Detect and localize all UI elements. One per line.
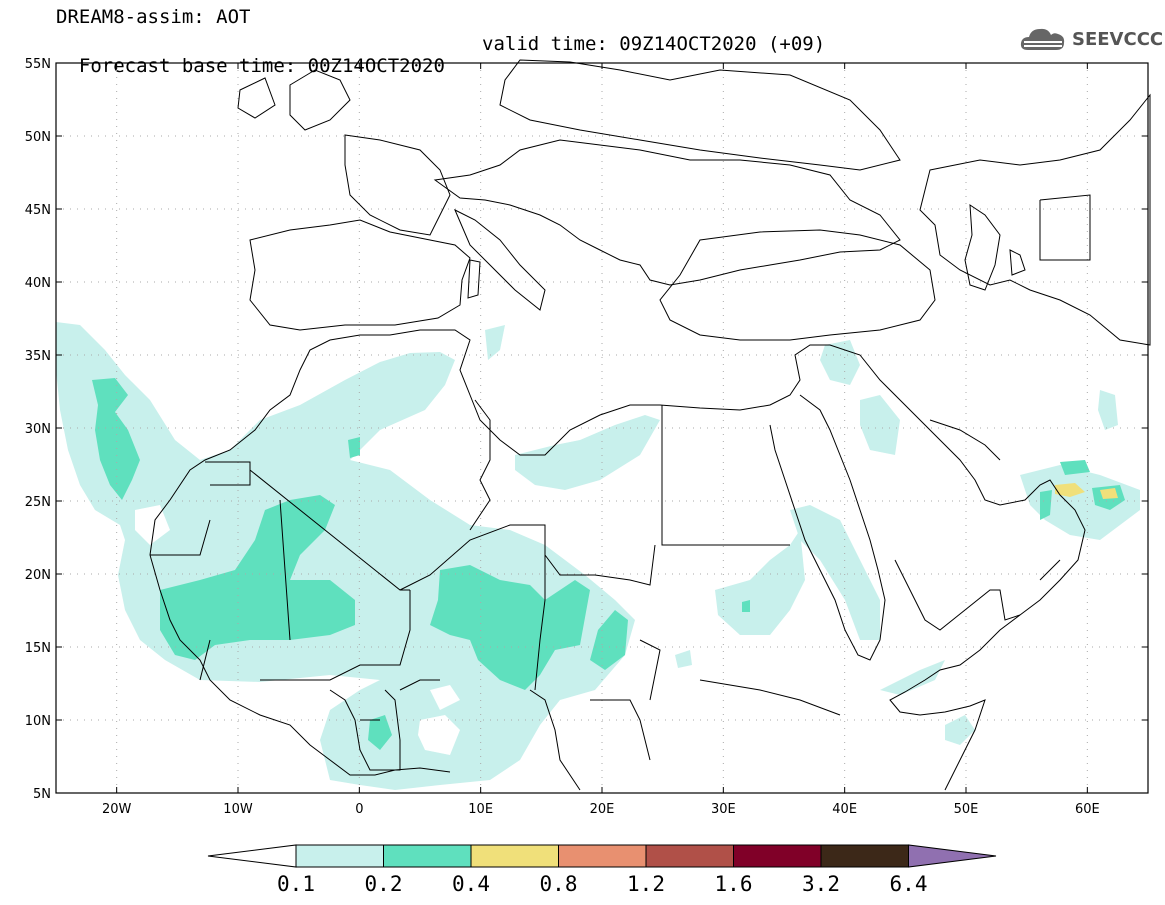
- colorbar-level-label: 1.6: [715, 872, 753, 896]
- lon-label: 50E: [954, 802, 979, 817]
- colorbar-swatch: [820, 844, 909, 868]
- aot-clear-holes: [135, 505, 460, 755]
- colorbar-level-label: 0.8: [540, 872, 578, 896]
- coastlines-borders: [149, 59, 1151, 791]
- aot-band-0.1-0.2: [56, 322, 1140, 790]
- lat-label: 15N: [25, 641, 51, 656]
- lat-label: 55N: [25, 57, 51, 72]
- lat-label: 20N: [25, 568, 51, 583]
- colorbar-swatch: [470, 844, 559, 868]
- lat-label: 45N: [25, 203, 51, 218]
- base-time-text: Forecast base time: 00Z14OCT2020: [78, 55, 445, 77]
- lon-label: 30E: [711, 802, 736, 817]
- colorbar-level-label: 6.4: [890, 872, 928, 896]
- colorbar-level-label: 0.4: [452, 872, 490, 896]
- lon-label: 60E: [1075, 802, 1100, 817]
- lat-label: 40N: [25, 276, 51, 291]
- lat-label: 50N: [25, 130, 51, 145]
- lat-label: 30N: [25, 422, 51, 437]
- colorbar-level-label: 1.2: [627, 872, 665, 896]
- colorbar-swatch: [383, 844, 472, 868]
- lon-label: 20E: [590, 802, 615, 817]
- colorbar-level-label: 0.2: [365, 872, 403, 896]
- aot-colorbar: 0.1 0.2 0.4 0.8 1.2 1.6 3.2 6.4: [207, 844, 997, 896]
- lat-label: 35N: [25, 349, 51, 364]
- colorbar-swatch: [295, 844, 384, 868]
- lat-label: 25N: [25, 495, 51, 510]
- logo-text: SEEVCCC: [1072, 28, 1164, 50]
- lon-label: 10W: [223, 802, 253, 817]
- lon-label: 10E: [468, 802, 493, 817]
- seevccc-logo: SEEVCCC: [1018, 22, 1163, 56]
- valid-time-text: valid time: 09Z14OCT2020 (+09): [482, 33, 826, 55]
- colorbar-level-label: 3.2: [802, 872, 840, 896]
- colorbar-level-label: 0.1: [277, 872, 315, 896]
- colorbar-swatch: [645, 844, 734, 868]
- forecast-base-time: Forecast base time: 00Z14OCT2020 valid t…: [56, 33, 825, 99]
- colorbar-swatch: [733, 844, 822, 868]
- lat-label: 10N: [25, 714, 51, 729]
- lon-label: 0: [355, 802, 363, 817]
- lat-label: 5N: [33, 787, 51, 802]
- latitude-labels: 55N 50N 45N 40N 35N 30N 25N 20N 15N 10N 5N: [25, 57, 1148, 802]
- map-title: DREAM8-assim: AOT: [56, 6, 251, 28]
- map-grid: [56, 63, 1148, 793]
- colorbar-under-arrow: [207, 844, 297, 868]
- lon-label: 40E: [832, 802, 857, 817]
- colorbar-over-arrow: [908, 844, 997, 868]
- aot-band-0.4-0.8: [1055, 483, 1118, 499]
- lon-label: 20W: [102, 802, 132, 817]
- longitude-labels: 20W 10W 0 10E 20E 30E 40E 50E 60E: [102, 63, 1100, 817]
- cloud-icon: [1020, 28, 1065, 50]
- aot-band-0.2-0.4: [92, 378, 1125, 750]
- aot-shading: [56, 322, 1140, 790]
- map-frame: [55, 62, 1149, 794]
- colorbar-swatch: [558, 844, 647, 868]
